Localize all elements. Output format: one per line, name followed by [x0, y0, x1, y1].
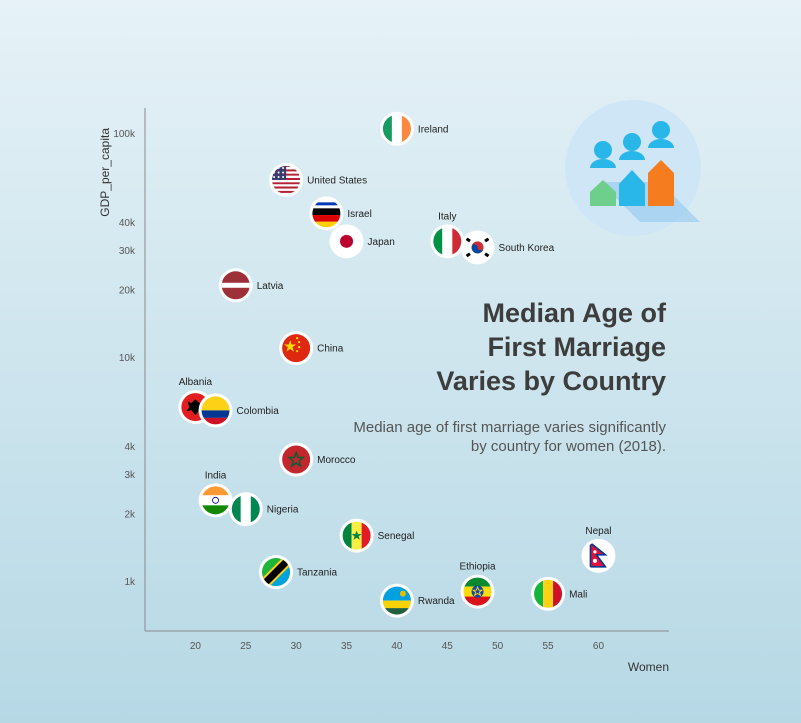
point-israel: Israel	[309, 196, 372, 231]
chart-title: Median Age of First Marriage Varies by C…	[336, 296, 666, 398]
point-tanzania: Tanzania	[259, 555, 337, 590]
x-tick-label: 25	[240, 641, 252, 652]
flag-mali-icon	[534, 579, 563, 608]
axes: 20 25 30 35 40 45 50 55 60 1k 2k 3k 4k 10k 20k 30k 40k 10…	[98, 108, 669, 674]
point-label: Latvia	[257, 281, 284, 292]
point-label: Israel	[347, 209, 371, 220]
flag-japan-icon	[332, 227, 361, 256]
point-label: Nepal	[585, 526, 611, 537]
point-rwanda: Rwanda	[379, 583, 455, 618]
point-nepal: Nepal	[581, 526, 616, 573]
point-label: Tanzania	[297, 568, 337, 579]
y-tick-label: 1k	[124, 577, 136, 588]
point-label: Nigeria	[267, 505, 299, 516]
point-label: Rwanda	[418, 596, 455, 607]
point-label: Japan	[368, 237, 395, 248]
y-tick-label: 40k	[119, 218, 136, 229]
point-senegal: Senegal	[339, 518, 415, 553]
point-japan: Japan	[329, 224, 395, 259]
point-south-korea: South Korea	[460, 230, 555, 265]
flag-italy-icon	[433, 227, 462, 256]
point-ethiopia: Ethiopia	[459, 562, 496, 609]
x-tick-label: 30	[291, 641, 303, 652]
point-mali: Mali	[531, 576, 587, 611]
y-tick-label: 10k	[119, 353, 136, 364]
x-tick-label: 45	[442, 641, 454, 652]
point-latvia: Latvia	[218, 268, 284, 303]
point-label: Mali	[569, 589, 587, 600]
point-label: Morocco	[317, 455, 356, 466]
x-tick-label: 35	[341, 641, 353, 652]
point-label: China	[317, 344, 344, 355]
flag-nigeria-icon	[231, 495, 260, 524]
point-label: Colombia	[237, 406, 280, 417]
flag-south-korea-icon	[463, 233, 492, 262]
y-axis-label: GDP_per_capita	[98, 128, 112, 217]
y-tick-label: 20k	[119, 286, 136, 297]
flag-ethiopia-icon	[463, 577, 492, 606]
data-points: Ireland United States Israel Japan Italy Sout…	[178, 111, 616, 618]
chart-title-line-2: First Marriage	[487, 332, 666, 362]
point-label: Ireland	[418, 124, 449, 135]
point-label: Albania	[179, 377, 213, 388]
x-tick-label: 20	[190, 641, 202, 652]
point-india: India	[198, 470, 233, 518]
x-tick-label: 55	[543, 641, 555, 652]
flag-senegal-icon	[342, 521, 371, 550]
flag-morocco-icon	[282, 445, 311, 474]
y-tick-label: 30k	[119, 246, 136, 257]
point-nigeria: Nigeria	[228, 492, 299, 527]
flag-nepal-icon	[584, 541, 613, 570]
chart-title-line-1: Median Age of	[482, 298, 666, 328]
flag-latvia-icon	[221, 271, 250, 300]
flag-ireland-icon	[382, 114, 411, 143]
x-tick-label: 50	[492, 641, 504, 652]
y-tick-label: 2k	[124, 509, 136, 520]
point-colombia: Colombia	[198, 393, 280, 428]
chart-subtitle: Median age of first marriage varies sign…	[353, 419, 666, 455]
point-label: Italy	[438, 211, 456, 222]
x-axis-label: Women	[628, 660, 669, 674]
point-china: China	[279, 331, 344, 366]
point-label: United States	[307, 175, 367, 186]
flag-india-icon	[201, 486, 230, 515]
chart-title-line-3: Varies by Country	[436, 366, 666, 396]
flag-israel-icon	[312, 199, 341, 228]
point-united-states: United States	[269, 162, 367, 197]
x-tick-label: 60	[593, 641, 605, 652]
flag-colombia-icon	[201, 396, 230, 425]
y-tick-label: 3k	[124, 470, 136, 481]
point-label: South Korea	[499, 243, 555, 254]
flag-china-icon	[282, 334, 311, 363]
people-icon	[565, 100, 701, 236]
point-label: Ethiopia	[459, 562, 496, 573]
point-morocco: Morocco	[279, 442, 356, 477]
x-tick-label: 40	[391, 641, 403, 652]
title-block: Median Age of First Marriage Varies by C…	[336, 296, 666, 456]
point-italy: Italy	[430, 211, 465, 259]
point-label: India	[205, 470, 227, 481]
y-tick-label: 100k	[113, 129, 136, 140]
point-ireland: Ireland	[379, 111, 449, 146]
y-tick-label: 4k	[124, 442, 136, 453]
flag-rwanda-icon	[382, 586, 411, 615]
point-label: Senegal	[378, 531, 415, 542]
